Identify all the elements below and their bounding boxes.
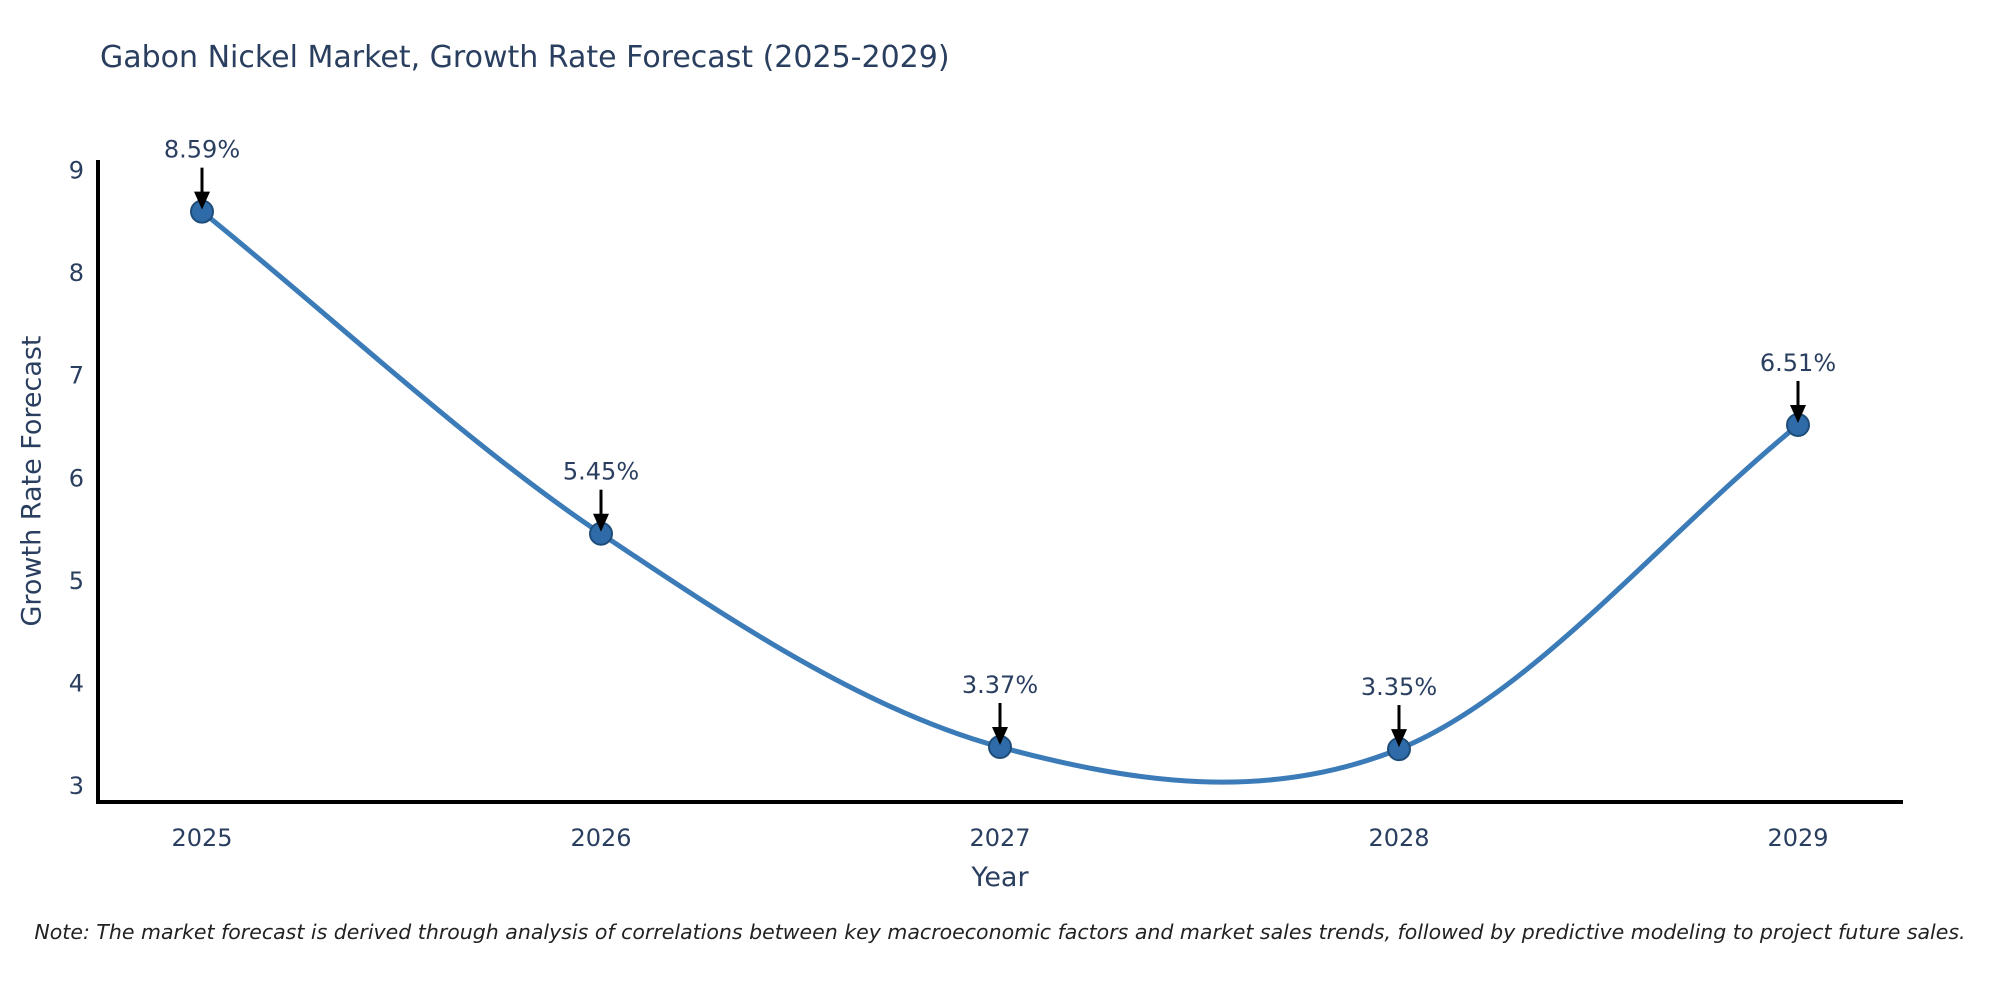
chart-footnote: Note: The market forecast is derived thr…: [34, 920, 1966, 944]
annotation-label: 8.59%: [164, 136, 240, 164]
x-axis-title: Year: [971, 862, 1029, 893]
y-tick-label: 9: [69, 157, 84, 185]
annotation-arrow-head: [992, 727, 1008, 746]
x-tick-label: 2026: [570, 824, 631, 852]
chart-title: Gabon Nickel Market, Growth Rate Forecas…: [100, 40, 950, 75]
x-tick-label: 2027: [969, 824, 1030, 852]
annotation-label: 3.37%: [962, 671, 1038, 699]
annotation-arrow-head: [194, 191, 210, 210]
annotation-label: 6.51%: [1760, 349, 1836, 377]
x-tick-label: 2029: [1767, 824, 1828, 852]
x-tick-label: 2025: [171, 824, 232, 852]
y-tick-label: 8: [69, 259, 84, 287]
annotation-arrow-head: [593, 513, 609, 532]
y-tick-label: 7: [69, 362, 84, 390]
y-tick-label: 3: [69, 772, 84, 800]
annotation-arrow-head: [1790, 404, 1806, 423]
annotation-arrow-head: [1391, 729, 1407, 748]
y-tick-label: 6: [69, 464, 84, 492]
y-tick-label: 5: [69, 567, 84, 595]
annotation-label: 3.35%: [1361, 673, 1437, 701]
y-tick-label: 4: [69, 669, 84, 697]
annotation-label: 5.45%: [563, 458, 639, 486]
x-tick-label: 2028: [1368, 824, 1429, 852]
